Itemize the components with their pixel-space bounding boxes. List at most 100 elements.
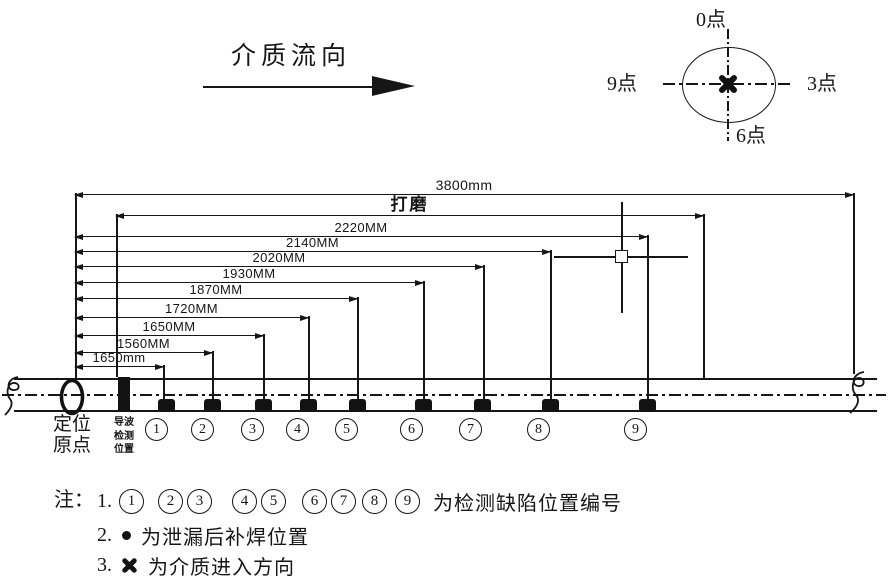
position-badge-3: 3 (241, 418, 264, 441)
defect-marker-7 (474, 399, 491, 412)
position-badge-7: 7 (459, 418, 482, 441)
note-badge-2: 2 (158, 489, 183, 514)
defect-marker-8 (542, 399, 559, 412)
media-entry-icon (719, 75, 737, 93)
position-badge-6: 6 (400, 418, 423, 441)
extension-line (263, 334, 265, 400)
dim-arrow-left (74, 249, 83, 255)
dimension-1650: 1650MM (74, 319, 264, 339)
probe-label-line3: 位置 (114, 444, 134, 455)
probe-position-rect (118, 377, 130, 412)
probe-label-line1: 导波 (114, 417, 134, 428)
defect-marker-4 (300, 399, 317, 412)
note-badge-1: 1 (119, 489, 144, 514)
pipe-section-circle (682, 47, 776, 123)
note-badge-9: 9 (395, 489, 420, 514)
dimension-label: 2220MM (334, 220, 388, 235)
pipe-break-left-icon (4, 376, 20, 416)
extension-line (308, 316, 310, 400)
position-badge-9: 9 (624, 418, 647, 441)
note-1-number: 1. (97, 490, 112, 512)
defect-marker-3 (255, 399, 272, 412)
extension-line (853, 193, 855, 374)
dimension-label: 1650MM (142, 319, 196, 334)
defect-marker-9 (639, 399, 656, 412)
dim-arrow-right (639, 234, 648, 240)
note-badge-5: 5 (261, 489, 286, 514)
dimension-total: 3800mm (74, 177, 854, 198)
flow-arrow-shaft (203, 86, 373, 88)
note-2: 2. 为泄漏后补焊位置 (97, 521, 309, 550)
dim-arrow-right (300, 315, 309, 321)
extension-line (483, 265, 485, 400)
note-3-number: 3. (97, 554, 112, 576)
clock-label-6: 6点 (736, 125, 766, 147)
dim-arrow-right (845, 192, 854, 198)
pipe-bottom-line (14, 410, 877, 412)
pipe-centerline (2, 394, 886, 396)
dim-arrow-left (74, 333, 83, 339)
origin-label-line1: 定位 (52, 414, 91, 435)
note-badge-4: 4 (232, 489, 257, 514)
dim-arrow-left (115, 213, 124, 219)
dimension-grind: 打磨 (115, 196, 704, 219)
position-badge-1: 1 (145, 418, 168, 441)
probe-position-label: 导波 检测 位置 (108, 416, 140, 457)
dimension-label: 1650mm (92, 350, 146, 365)
note-badge-3: 3 (187, 489, 212, 514)
extension-line (647, 235, 649, 400)
defect-marker-1 (158, 399, 175, 412)
probe-label-line2: 检测 (114, 430, 134, 442)
dimension-2220: 2220MM (74, 220, 648, 240)
note-badge-6: 6 (302, 489, 327, 514)
dim-arrow-right (204, 350, 213, 356)
defect-marker-6 (415, 399, 432, 412)
position-badge-4: 4 (286, 418, 309, 441)
dim-arrow-right (695, 213, 704, 219)
extension-line (423, 281, 425, 400)
note-2-number: 2. (97, 524, 112, 546)
defect-marker-5 (349, 399, 366, 412)
dimension-label: 1930MM (222, 266, 276, 281)
crosshair-pickbox (615, 250, 628, 263)
extension-line (550, 250, 552, 400)
flow-arrow-head (372, 76, 415, 96)
dimension-2140: 2140MM (74, 235, 551, 255)
dim-arrow-left (74, 364, 83, 370)
dim-arrow-right (155, 364, 164, 370)
dim-arrow-right (349, 296, 358, 302)
dim-arrow-left (74, 296, 83, 302)
dimension-total-label: 3800mm (435, 177, 493, 193)
dimension-label: 1870MM (189, 282, 243, 297)
dimension-1870: 1870MM (74, 282, 358, 302)
dim-arrow-left (74, 315, 83, 321)
flow-direction-label: 介质流向 (231, 43, 352, 70)
dim-arrow-left (74, 280, 83, 286)
dimension-label: 2140MM (286, 235, 339, 250)
dim-arrow-left (74, 264, 83, 270)
dim-arrow-left (74, 192, 83, 198)
dim-arrow-left (74, 234, 83, 240)
dim-arrow-left (74, 350, 83, 356)
position-badge-2: 2 (191, 418, 214, 441)
note-3-text: 为介质进入方向 (148, 557, 295, 579)
dimension-1930: 1930MM (74, 266, 424, 286)
origin-ellipse (59, 378, 85, 416)
extension-line (116, 214, 118, 377)
note-1: 1. 1 2 3 4 5 6 7 8 9 为检测缺陷位置编号 (97, 487, 622, 516)
notes-prefix: 注： (54, 489, 94, 511)
dimension-1560: 1560MM (74, 337, 213, 356)
position-badge-5: 5 (335, 418, 358, 441)
dimension-1720: 1720MM (74, 302, 309, 321)
position-badge-8: 8 (527, 418, 550, 441)
origin-label-line2: 原点 (52, 435, 91, 456)
dim-arrow-right (475, 264, 484, 270)
extension-line (212, 351, 214, 400)
dim-arrow-right (542, 249, 551, 255)
extension-line (703, 214, 705, 380)
clock-label-3: 3点 (807, 73, 837, 95)
dim-arrow-right (255, 333, 264, 339)
note-badge-7: 7 (331, 489, 356, 514)
extension-line (163, 365, 165, 400)
note-3: 3. 为介质进入方向 (97, 551, 295, 580)
